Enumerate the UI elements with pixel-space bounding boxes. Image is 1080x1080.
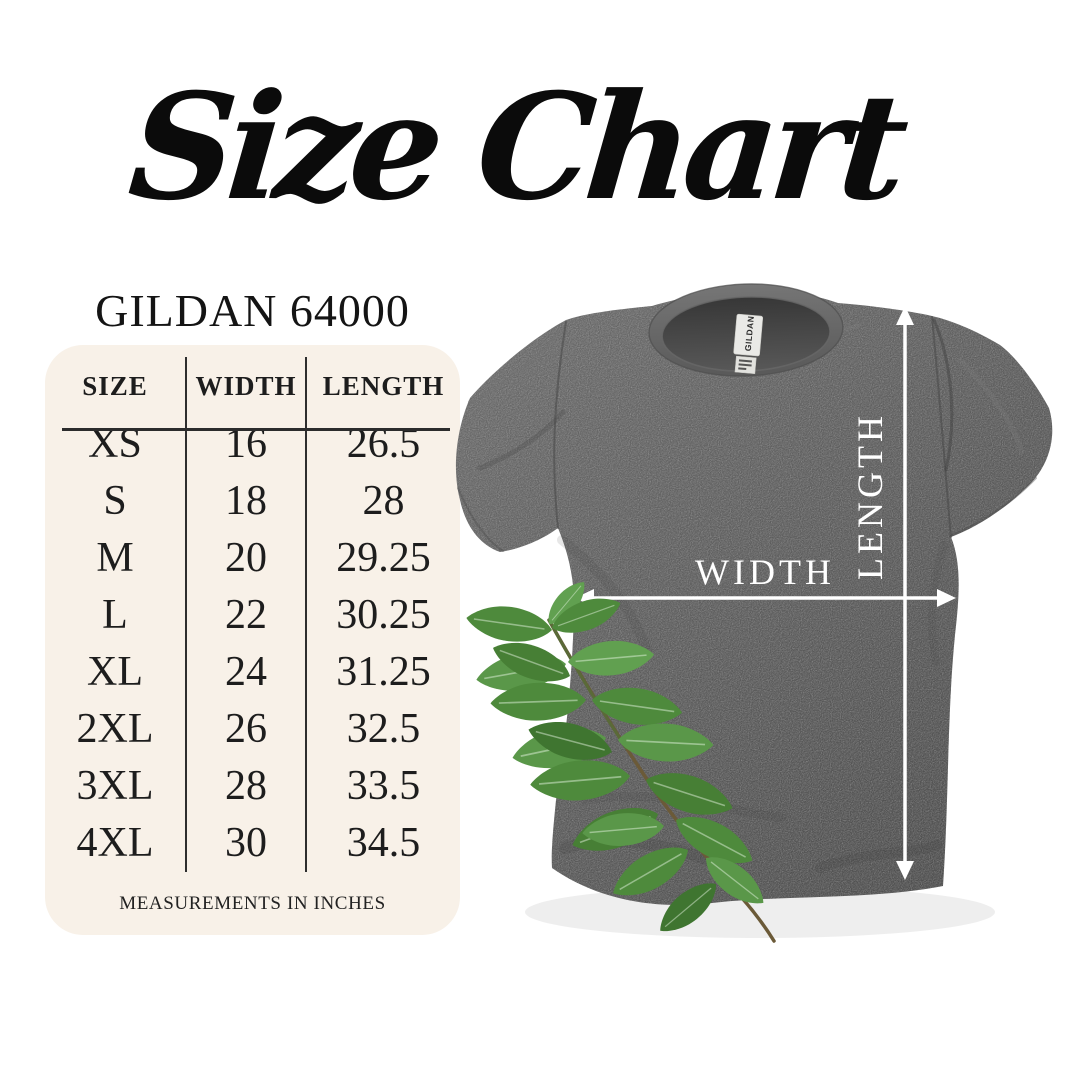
- length-cell: 32.5: [346, 706, 421, 752]
- tag-brand-text: GILDAN: [743, 315, 756, 351]
- tshirt-body: GILDAN: [455, 283, 1053, 905]
- size-chart-panel: SIZE WIDTH LENGTH XS 16 26.5 S 18 28 M 2…: [45, 345, 460, 935]
- size-cell: L: [102, 592, 128, 638]
- length-cell: 28: [362, 478, 405, 524]
- width-cell: 18: [185, 473, 307, 530]
- header-divider: [62, 428, 450, 431]
- length-cell: 33.5: [346, 763, 421, 809]
- length-cell: 30.25: [336, 592, 431, 638]
- collar-tag: GILDAN: [733, 313, 764, 375]
- size-cell: 2XL: [76, 706, 154, 752]
- width-cell: 28: [185, 758, 307, 815]
- length-cell: 31.25: [336, 649, 431, 695]
- length-cell: 34.5: [346, 820, 421, 866]
- width-cell: 26: [185, 701, 307, 758]
- width-cell: 20: [185, 530, 307, 587]
- measurements-note: MEASUREMENTS IN INCHES: [119, 893, 386, 914]
- length-arrow-icon: [896, 306, 914, 880]
- product-name: GILDAN 64000: [95, 285, 410, 336]
- size-cell: XL: [87, 649, 143, 695]
- measurement-arrows: [575, 306, 956, 880]
- width-cell: 30: [185, 815, 307, 872]
- length-label: LENGTH: [850, 412, 890, 580]
- width-cell: 22: [185, 587, 307, 644]
- size-cell: 3XL: [76, 763, 154, 809]
- column-header-length: LENGTH: [322, 371, 445, 401]
- width-label: WIDTH: [695, 552, 835, 592]
- size-cell: M: [96, 535, 134, 581]
- column-header-width: WIDTH: [185, 357, 307, 416]
- length-cell: 29.25: [336, 535, 431, 581]
- width-cell: 24: [185, 644, 307, 701]
- size-table: SIZE WIDTH LENGTH XS 16 26.5 S 18 28 M 2…: [45, 357, 460, 872]
- column-header-size: SIZE: [82, 371, 148, 401]
- size-cell: 4XL: [76, 820, 154, 866]
- leaf-branch-decoration: [463, 574, 776, 943]
- size-cell: S: [103, 478, 127, 524]
